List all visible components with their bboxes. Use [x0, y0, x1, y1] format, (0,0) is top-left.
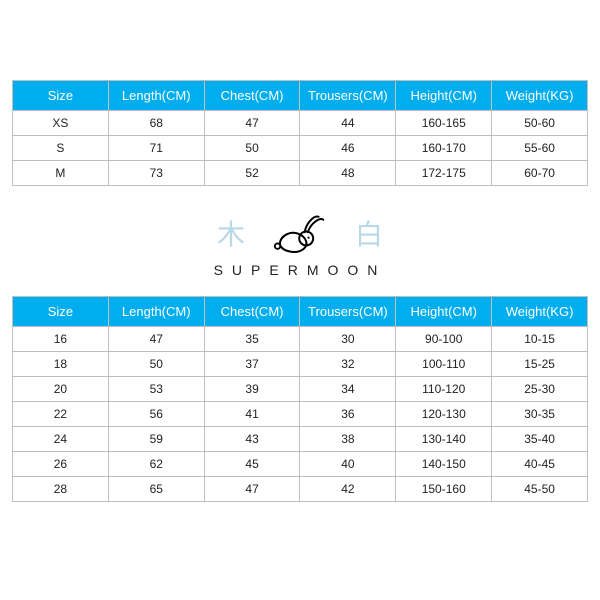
table-cell: 30-35 — [492, 402, 588, 427]
column-header: Trousers(CM) — [300, 81, 396, 111]
table-cell: 62 — [108, 452, 204, 477]
table-row: 1647353090-10010-15 — [13, 327, 588, 352]
table-cell: 18 — [13, 352, 109, 377]
table-cell: M — [13, 161, 109, 186]
table-cell: 50 — [108, 352, 204, 377]
table-cell: 43 — [204, 427, 300, 452]
table-cell: 45-50 — [492, 477, 588, 502]
table-row: S715046160-17055-60 — [13, 136, 588, 161]
table-cell: 41 — [204, 402, 300, 427]
column-header: Height(CM) — [396, 297, 492, 327]
table-cell: 73 — [108, 161, 204, 186]
table-cell: 40 — [300, 452, 396, 477]
table-cell: 130-140 — [396, 427, 492, 452]
table-cell: 37 — [204, 352, 300, 377]
table-cell: 44 — [300, 111, 396, 136]
table-cell: 56 — [108, 402, 204, 427]
table-cell: 16 — [13, 327, 109, 352]
table-cell: 60-70 — [492, 161, 588, 186]
table-cell: 100-110 — [396, 352, 492, 377]
table-cell: 48 — [300, 161, 396, 186]
table-cell: 160-170 — [396, 136, 492, 161]
column-header: Trousers(CM) — [300, 297, 396, 327]
table-cell: 52 — [204, 161, 300, 186]
table-cell: 36 — [300, 402, 396, 427]
table-cell: 24 — [13, 427, 109, 452]
brand-left-char: 木 — [217, 213, 245, 253]
table-row: 20533934110-12025-30 — [13, 377, 588, 402]
table-cell: 28 — [13, 477, 109, 502]
brand-right-char: 白 — [355, 213, 383, 253]
table-cell: 35 — [204, 327, 300, 352]
kids-size-table: SizeLength(CM)Chest(CM)Trousers(CM)Heigh… — [12, 296, 588, 502]
column-header: Weight(KG) — [492, 297, 588, 327]
table-cell: 30 — [300, 327, 396, 352]
column-header: Length(CM) — [108, 297, 204, 327]
table-cell: 47 — [204, 111, 300, 136]
table-cell: 53 — [108, 377, 204, 402]
table-row: 24594338130-14035-40 — [13, 427, 588, 452]
table-cell: 40-45 — [492, 452, 588, 477]
table-cell: 25-30 — [492, 377, 588, 402]
table-cell: 120-130 — [396, 402, 492, 427]
table-cell: 59 — [108, 427, 204, 452]
table-cell: 32 — [300, 352, 396, 377]
column-header: Size — [13, 81, 109, 111]
table-cell: 140-150 — [396, 452, 492, 477]
table-cell: 71 — [108, 136, 204, 161]
table-cell: 22 — [13, 402, 109, 427]
brand-name: SUPERMOON — [12, 262, 588, 278]
table-cell: 39 — [204, 377, 300, 402]
table-row: 26624540140-15040-45 — [13, 452, 588, 477]
table-cell: 50-60 — [492, 111, 588, 136]
brand-block: 木 白 SUPERMOON — [12, 212, 588, 278]
table-cell: 20 — [13, 377, 109, 402]
table-cell: 160-165 — [396, 111, 492, 136]
table-cell: 10-15 — [492, 327, 588, 352]
table-cell: 50 — [204, 136, 300, 161]
column-header: Height(CM) — [396, 81, 492, 111]
table-row: XS684744160-16550-60 — [13, 111, 588, 136]
table-cell: 68 — [108, 111, 204, 136]
table-row: 28654742150-16045-50 — [13, 477, 588, 502]
table-cell: 172-175 — [396, 161, 492, 186]
table-cell: 46 — [300, 136, 396, 161]
table-cell: 110-120 — [396, 377, 492, 402]
rabbit-logo-icon — [269, 212, 331, 254]
column-header: Weight(KG) — [492, 81, 588, 111]
column-header: Size — [13, 297, 109, 327]
table-cell: 35-40 — [492, 427, 588, 452]
table-cell: 26 — [13, 452, 109, 477]
table-row: M735248172-17560-70 — [13, 161, 588, 186]
column-header: Length(CM) — [108, 81, 204, 111]
column-header: Chest(CM) — [204, 81, 300, 111]
table-cell: 47 — [204, 477, 300, 502]
table-cell: 47 — [108, 327, 204, 352]
table-cell: XS — [13, 111, 109, 136]
table-row: 18503732100-11015-25 — [13, 352, 588, 377]
table-cell: 15-25 — [492, 352, 588, 377]
table-cell: S — [13, 136, 109, 161]
table-cell: 34 — [300, 377, 396, 402]
table-cell: 65 — [108, 477, 204, 502]
table-cell: 38 — [300, 427, 396, 452]
table-row: 22564136120-13030-35 — [13, 402, 588, 427]
table-cell: 90-100 — [396, 327, 492, 352]
table-cell: 55-60 — [492, 136, 588, 161]
table-cell: 45 — [204, 452, 300, 477]
adult-size-table: SizeLength(CM)Chest(CM)Trousers(CM)Heigh… — [12, 80, 588, 186]
column-header: Chest(CM) — [204, 297, 300, 327]
table-cell: 42 — [300, 477, 396, 502]
table-cell: 150-160 — [396, 477, 492, 502]
